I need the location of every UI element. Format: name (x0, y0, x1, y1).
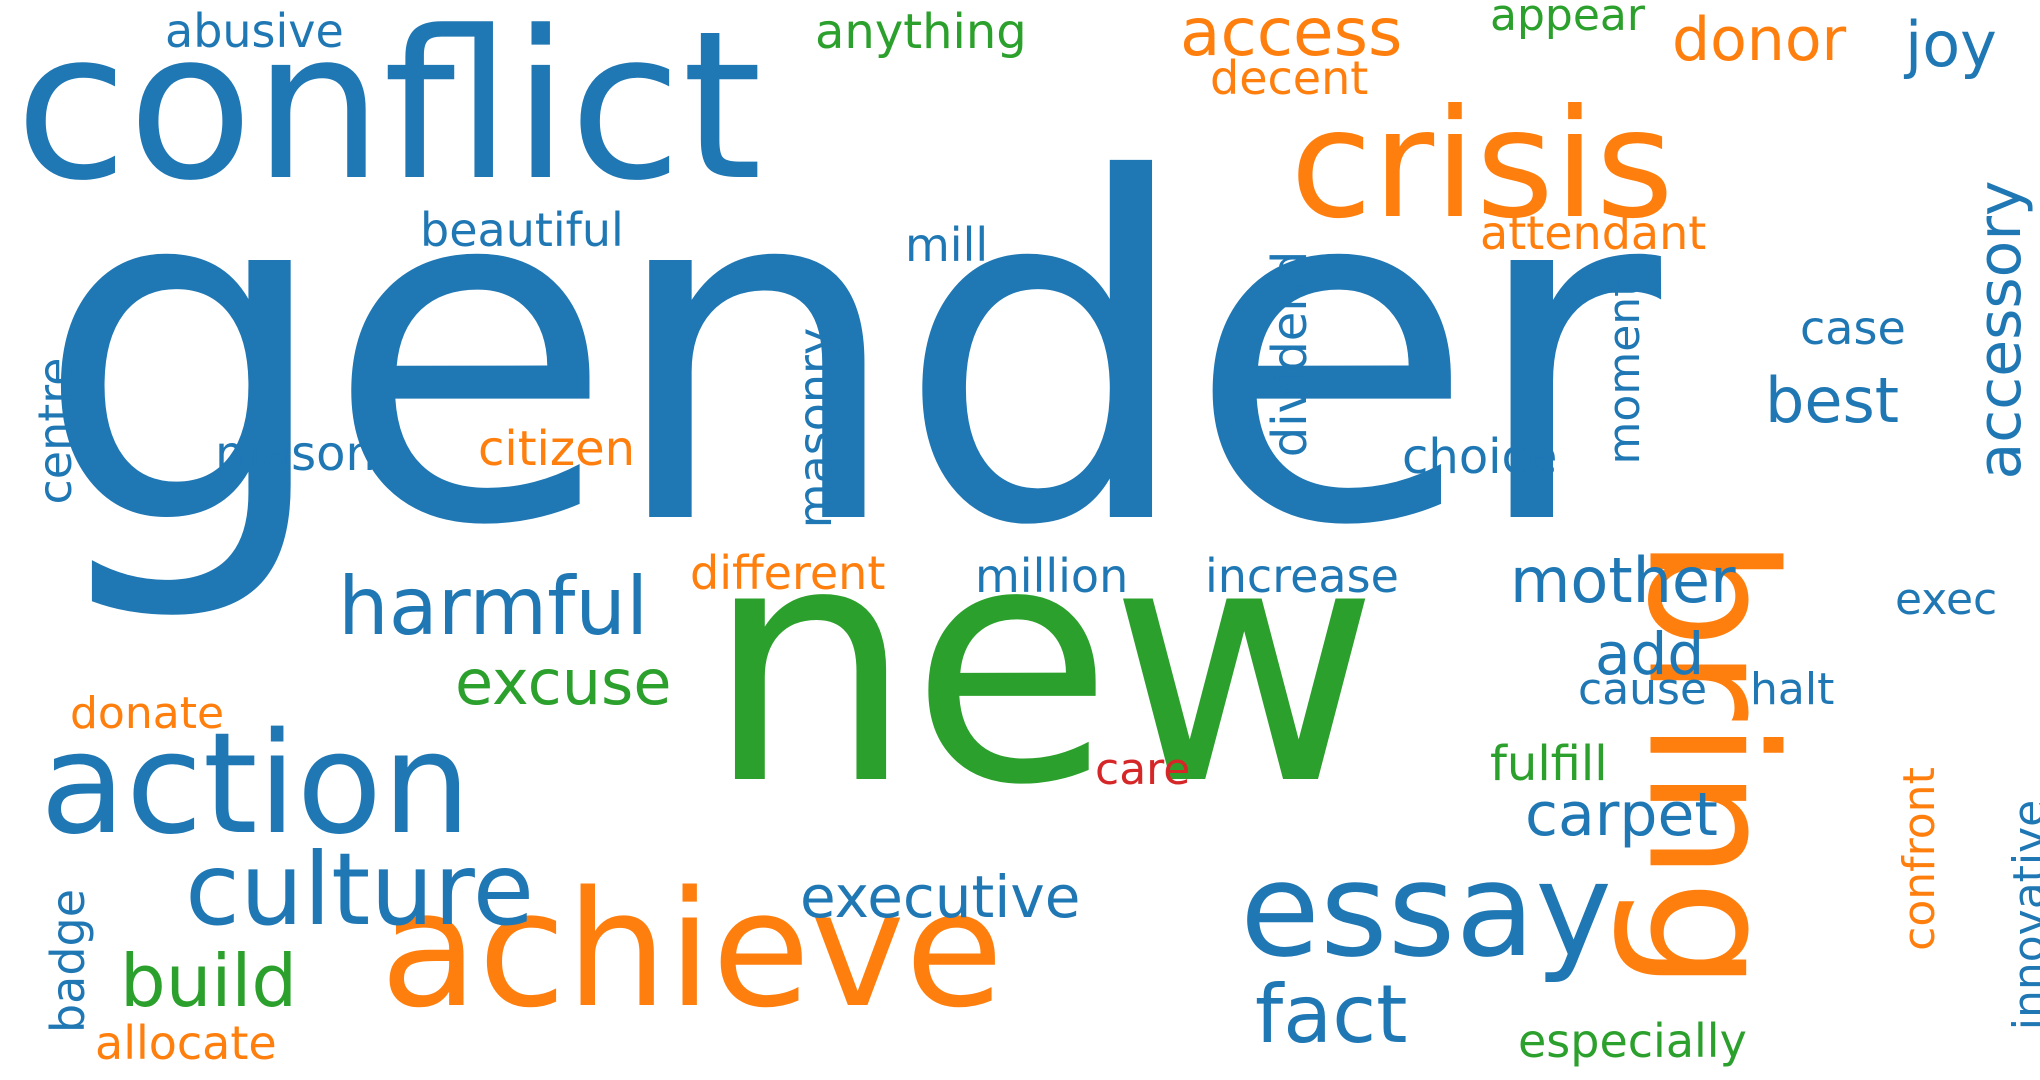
word-different: different (690, 546, 886, 600)
word-attendant: attendant (1480, 206, 1707, 260)
word-exec: exec (1895, 574, 1998, 625)
word-accessory: accessory (1965, 180, 2035, 480)
word-dividend: dividend (1262, 250, 1318, 458)
word-abusive: abusive (165, 4, 344, 58)
word-care: care (1095, 744, 1191, 795)
word-donate: donate (70, 688, 225, 739)
word-badge: badge (41, 888, 95, 1034)
word-especially: especially (1518, 1014, 1747, 1068)
word-donor: donor (1672, 5, 1847, 75)
word-joy: joy (1905, 8, 1997, 81)
word-allocate: allocate (95, 1016, 277, 1070)
word-masonry: masonry (788, 327, 842, 529)
word-new: new (705, 473, 1379, 857)
word-achieve: achieve (380, 856, 1004, 1043)
word-beautiful: beautiful (420, 203, 624, 257)
word-cause: cause (1578, 664, 1708, 715)
word-mason: mason (215, 426, 376, 482)
word-access: access (1180, 0, 1403, 71)
word-million: million (975, 549, 1129, 603)
word-essay: essay (1240, 834, 1613, 986)
word-moment: moment (1599, 279, 1650, 465)
word-decent: decent (1210, 51, 1369, 105)
word-conflict: conflict (15, 0, 763, 226)
word-harmful: harmful (338, 560, 649, 653)
word-carpet: carpet (1525, 780, 1718, 850)
word-fulfill: fulfill (1490, 736, 1608, 792)
word-increase: increase (1205, 549, 1399, 603)
word-case: case (1800, 301, 1906, 355)
word-fact: fact (1255, 968, 1408, 1061)
word-centre: centre (28, 357, 82, 505)
word-anything: anything (815, 4, 1027, 60)
word-choice: choice (1402, 429, 1558, 485)
word-crisis: crisis (1290, 78, 1674, 252)
word-build: build (120, 939, 298, 1023)
word-halt: halt (1750, 664, 1835, 715)
word-best: best (1765, 364, 1900, 437)
word-mother: mother (1510, 544, 1736, 617)
word-add: add (1595, 620, 1705, 688)
word-action: action (40, 703, 471, 866)
word-mill: mill (905, 218, 989, 272)
word-appear: appear (1490, 0, 1645, 41)
word-excuse: excuse (455, 646, 672, 719)
word-gender: gender (35, 81, 1661, 628)
word-executive: executive (800, 863, 1081, 931)
word-confront: confront (1894, 767, 1945, 951)
word-culture: culture (185, 831, 535, 948)
word-citizen: citizen (478, 421, 636, 477)
word-innovative: innovative (2004, 799, 2040, 1031)
